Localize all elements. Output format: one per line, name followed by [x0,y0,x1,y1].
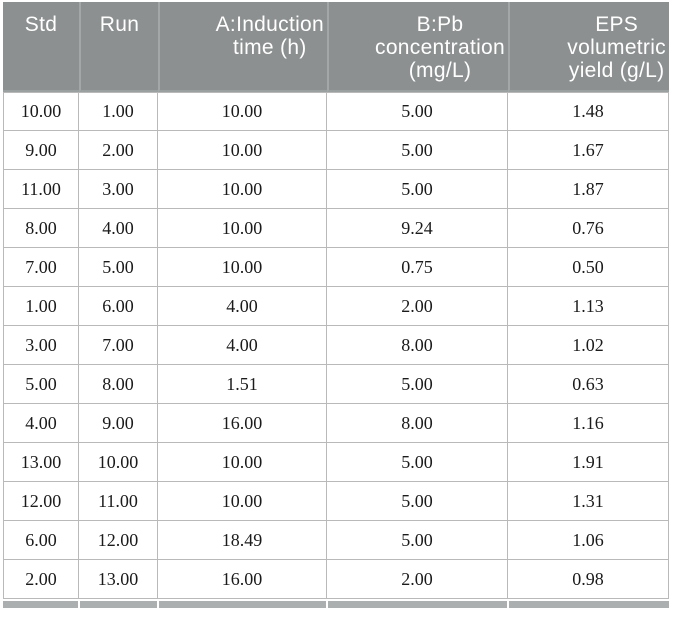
table-cell: 5.00 [79,248,158,287]
table-cell: 5.00 [327,131,508,170]
table-bottom-rule-segment [80,601,157,608]
table-cell: 8.00 [327,404,508,443]
table-body: 10.00 1.00 10.00 5.00 1.48 9.00 2.00 10.00 5.00 1… [3,92,669,599]
table-cell: 5.00 [327,365,508,404]
table-cell: 10.00 [79,443,158,482]
column-header-eps-yield: EPS volumetric yield (g/L) [508,2,669,92]
table-cell: 5.00 [3,365,79,404]
table-cell: 3.00 [3,326,79,365]
table-cell: 16.00 [158,560,327,599]
table-bottom-rule [3,601,669,608]
table-cell: 8.00 [327,326,508,365]
table-row: 3.00 7.00 4.00 8.00 1.02 [3,326,669,365]
column-header-label: EPS volumetric yield (g/L) [567,13,666,82]
column-header-induction-time: A:Induction time (h) [158,2,327,92]
experimental-design-table-wrap: Std Run A:Induction time (h) B:Pb concentrati… [3,2,669,608]
table-row: 12.00 11.00 10.00 5.00 1.31 [3,482,669,521]
table-cell: 5.00 [327,521,508,560]
table-cell: 9.00 [79,404,158,443]
table-cell: 4.00 [79,209,158,248]
table-bottom-rule-segment [3,601,78,608]
table-cell: 4.00 [3,404,79,443]
table-row: 13.00 10.00 10.00 5.00 1.91 [3,443,669,482]
table-cell: 10.00 [158,443,327,482]
table-cell: 7.00 [3,248,79,287]
table-row: 1.00 6.00 4.00 2.00 1.13 [3,287,669,326]
table-row: 4.00 9.00 16.00 8.00 1.16 [3,404,669,443]
table-header-row: Std Run A:Induction time (h) B:Pb concentrati… [3,2,669,92]
table-cell: 0.50 [508,248,669,287]
table-cell: 8.00 [79,365,158,404]
table-bottom-rule-segment [159,601,326,608]
table-cell: 0.98 [508,560,669,599]
table-header: Std Run A:Induction time (h) B:Pb concentrati… [3,2,669,92]
table-cell: 13.00 [79,560,158,599]
table-cell: 10.00 [158,92,327,131]
table-bottom-rule-segment [328,601,507,608]
table-cell: 12.00 [79,521,158,560]
table-cell: 1.48 [508,92,669,131]
table-cell: 1.31 [508,482,669,521]
table-cell: 5.00 [327,170,508,209]
table-cell: 6.00 [79,287,158,326]
table-cell: 12.00 [3,482,79,521]
table-cell: 11.00 [79,482,158,521]
table-cell: 2.00 [79,131,158,170]
table-cell: 10.00 [158,482,327,521]
table-cell: 0.75 [327,248,508,287]
table-cell: 4.00 [158,287,327,326]
column-header-std: Std [3,2,79,92]
experimental-design-table: Std Run A:Induction time (h) B:Pb concentrati… [3,2,669,599]
table-cell: 1.51 [158,365,327,404]
table-cell: 18.49 [158,521,327,560]
table-cell: 1.00 [79,92,158,131]
table-cell: 5.00 [327,443,508,482]
table-cell: 1.16 [508,404,669,443]
table-cell: 4.00 [158,326,327,365]
table-cell: 16.00 [158,404,327,443]
table-cell: 9.00 [3,131,79,170]
column-header-label: Std [24,13,58,36]
table-cell: 10.00 [158,248,327,287]
table-cell: 7.00 [79,326,158,365]
column-header-run: Run [79,2,158,92]
table-cell: 1.91 [508,443,669,482]
table-cell: 6.00 [3,521,79,560]
table-cell: 10.00 [158,209,327,248]
table-cell: 0.76 [508,209,669,248]
table-cell: 10.00 [3,92,79,131]
table-row: 5.00 8.00 1.51 5.00 0.63 [3,365,669,404]
table-row: 8.00 4.00 10.00 9.24 0.76 [3,209,669,248]
table-row: 6.00 12.00 18.49 5.00 1.06 [3,521,669,560]
table-row: 9.00 2.00 10.00 5.00 1.67 [3,131,669,170]
table-cell: 10.00 [158,131,327,170]
table-cell: 5.00 [327,482,508,521]
table-cell: 1.06 [508,521,669,560]
column-header-label: B:Pb concentration (mg/L) [375,13,505,82]
table-cell: 1.02 [508,326,669,365]
column-header-label: Run [99,13,140,36]
table-cell: 2.00 [327,287,508,326]
table-cell: 2.00 [327,560,508,599]
table-row: 10.00 1.00 10.00 5.00 1.48 [3,92,669,131]
table-cell: 8.00 [3,209,79,248]
column-header-pb-concentration: B:Pb concentration (mg/L) [327,2,508,92]
table-cell: 5.00 [327,92,508,131]
table-cell: 9.24 [327,209,508,248]
table-cell: 1.13 [508,287,669,326]
table-cell: 1.00 [3,287,79,326]
table-cell: 0.63 [508,365,669,404]
table-bottom-rule-segment [509,601,669,608]
table-row: 7.00 5.00 10.00 0.75 0.50 [3,248,669,287]
table-cell: 10.00 [158,170,327,209]
table-cell: 13.00 [3,443,79,482]
table-cell: 11.00 [3,170,79,209]
table-cell: 1.67 [508,131,669,170]
column-header-label: A:Induction time (h) [215,13,324,59]
table-row: 2.00 13.00 16.00 2.00 0.98 [3,560,669,599]
table-cell: 3.00 [79,170,158,209]
table-cell: 2.00 [3,560,79,599]
table-row: 11.00 3.00 10.00 5.00 1.87 [3,170,669,209]
table-cell: 1.87 [508,170,669,209]
